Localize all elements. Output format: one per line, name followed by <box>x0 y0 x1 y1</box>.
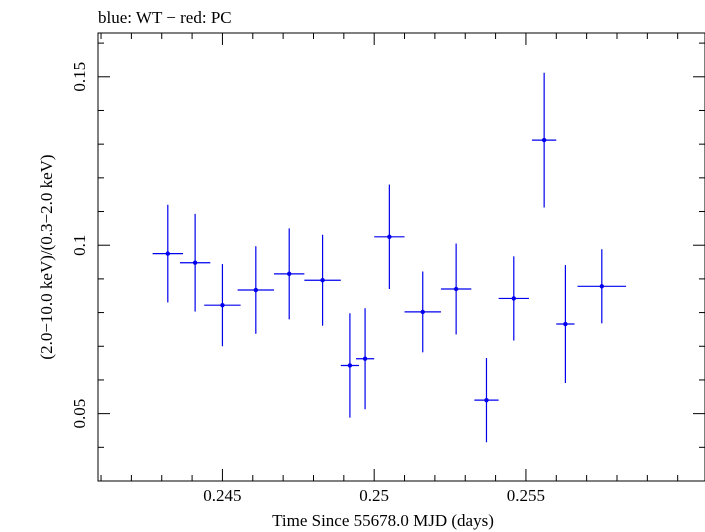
data-marker <box>484 397 489 403</box>
data-point <box>340 313 360 418</box>
y-axis-ticks: 0.05 0.1 0.15 <box>70 42 705 482</box>
data-marker <box>453 286 459 292</box>
data-marker <box>387 234 392 239</box>
data-marker <box>192 260 198 265</box>
data-point <box>556 265 575 383</box>
x-axis-label: Time Since 55678.0 MJD (days) <box>272 511 494 530</box>
x-tick-label: 0.245 <box>203 486 241 505</box>
data-marker <box>511 296 516 301</box>
y-tick-label: 0.1 <box>70 235 89 256</box>
data-marker <box>541 137 547 143</box>
data-marker <box>420 309 425 315</box>
data-point <box>237 246 275 334</box>
data-marker <box>165 251 171 256</box>
data-marker <box>563 321 568 327</box>
chart-title: blue: WT − red: PC <box>98 8 232 27</box>
y-tick-label: 0.05 <box>70 399 89 429</box>
data-marker <box>220 302 225 308</box>
data-marker <box>253 287 259 293</box>
data-points <box>152 72 627 443</box>
data-point <box>474 358 499 443</box>
data-point <box>152 204 183 303</box>
data-point <box>355 308 375 410</box>
y-tick-label: 0.15 <box>70 62 89 92</box>
data-point <box>274 228 305 320</box>
data-point <box>498 256 529 341</box>
data-marker <box>599 284 605 289</box>
data-point <box>440 243 472 335</box>
data-point <box>532 72 557 208</box>
data-point <box>404 271 441 353</box>
x-tick-label: 0.255 <box>507 486 545 505</box>
x-tick-label: 0.25 <box>359 486 389 505</box>
data-point <box>577 249 627 324</box>
plot-frame <box>97 32 705 482</box>
data-point <box>374 184 405 289</box>
data-marker <box>362 356 368 361</box>
data-marker <box>347 363 353 368</box>
data-point <box>179 213 211 312</box>
data-point <box>204 264 241 347</box>
data-point <box>304 234 341 326</box>
data-marker <box>287 271 292 277</box>
y-axis-label: (2.0−10.0 keV)/(0.3−2.0 keV) <box>37 154 56 359</box>
data-marker <box>320 278 325 283</box>
x-axis-ticks: 0.245 0.25 0.255 <box>100 33 679 505</box>
